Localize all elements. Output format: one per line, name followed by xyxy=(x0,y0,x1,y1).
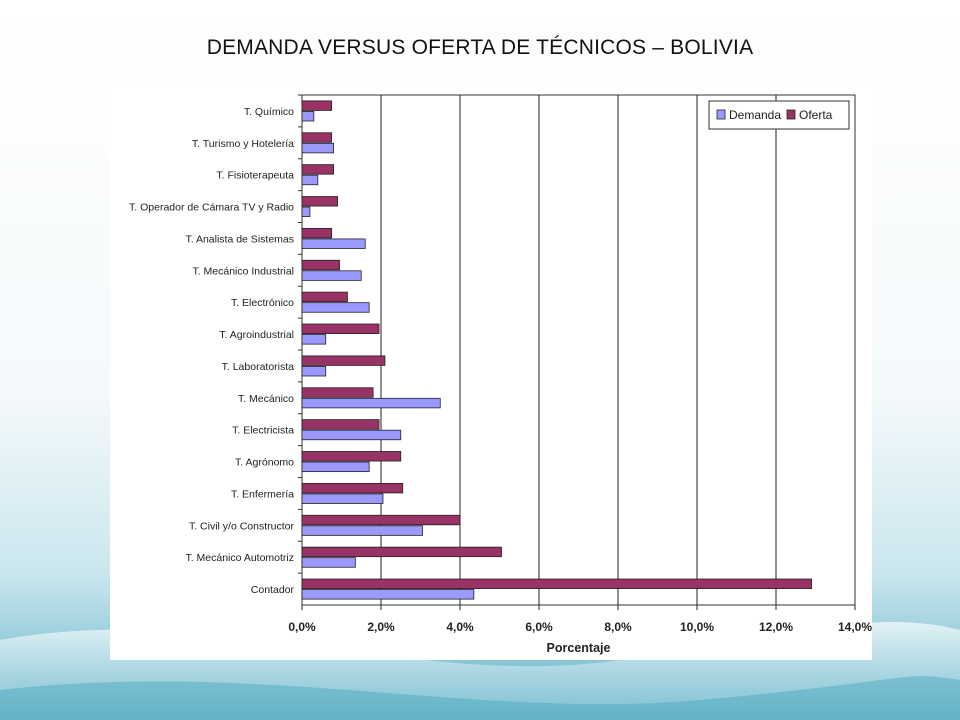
bar-oferta xyxy=(301,419,380,430)
category-label: T. Mecánico Automotriz xyxy=(185,552,294,564)
bar-demanda xyxy=(301,302,370,313)
bar-demanda xyxy=(301,525,423,536)
bar-oferta xyxy=(301,578,812,589)
bar-demanda xyxy=(301,238,366,249)
legend-swatch-oferta xyxy=(786,109,796,120)
bar-oferta xyxy=(301,387,374,398)
bar-demanda xyxy=(301,461,370,473)
legend xyxy=(708,100,850,130)
x-axis-title: Porcentaje xyxy=(547,641,611,655)
x-tick-label: 2,0% xyxy=(367,620,395,634)
bar-demanda xyxy=(301,557,356,568)
bar-demanda xyxy=(301,429,402,441)
bar-demanda xyxy=(301,366,327,377)
category-label: T. Enfermería xyxy=(231,488,294,500)
category-label: T. Electricista xyxy=(232,425,294,437)
bar-demanda xyxy=(301,206,311,218)
category-label: T. Agroindustrial xyxy=(219,329,294,341)
bar-oferta xyxy=(301,291,348,303)
bar-oferta xyxy=(301,227,333,239)
chart-panel: 0,0% 2,0% 4,0% 6,0% 8,0% 10,0% 12,0% 14,0% T. Qu… xyxy=(110,81,872,660)
x-tick-label: 14,0% xyxy=(838,620,872,634)
legend-label-demanda: Demanda xyxy=(729,108,781,122)
bar-demanda xyxy=(301,174,319,186)
category-label: T. Mecánico Industrial xyxy=(192,265,294,277)
bar-oferta xyxy=(301,259,340,271)
bar-oferta xyxy=(301,132,333,143)
bar-oferta xyxy=(301,482,404,494)
legend-swatch-demanda xyxy=(716,109,726,120)
bar-chart: 0,0% 2,0% 4,0% 6,0% 8,0% 10,0% 12,0% 14,0% T. Qu… xyxy=(129,94,872,655)
category-label: T. Químico xyxy=(244,106,294,118)
bar-oferta xyxy=(301,451,402,462)
category-label: T. Civil y/o Constructor xyxy=(189,520,295,532)
bar-oferta xyxy=(301,164,335,175)
bar-demanda xyxy=(301,270,362,281)
legend-label-oferta: Oferta xyxy=(799,108,833,122)
bar-demanda xyxy=(301,111,315,122)
category-label: Contador xyxy=(251,584,295,596)
bar-demanda xyxy=(301,334,327,345)
slide-title: DEMANDA VERSUS OFERTA DE TÉCNICOS – BOLI… xyxy=(206,36,754,59)
bar-oferta xyxy=(301,323,380,334)
bar-oferta xyxy=(301,100,333,111)
bar-oferta xyxy=(301,546,502,558)
category-label: T. Mecánico xyxy=(238,393,294,405)
x-tick-label: 6,0% xyxy=(525,620,553,634)
category-label: T. Analista de Sistemas xyxy=(185,233,294,245)
x-tick-label: 0,0% xyxy=(288,620,316,634)
x-tick-label: 10,0% xyxy=(680,620,714,634)
bar-oferta xyxy=(301,196,338,207)
category-label: T. Operador de Cámara TV y Radio xyxy=(129,202,294,214)
x-tick-label: 12,0% xyxy=(759,620,793,634)
category-label: T. Turismo y Hotelería xyxy=(192,138,294,150)
bar-demanda xyxy=(301,397,441,409)
x-tick-label: 4,0% xyxy=(446,620,474,634)
bar-demanda xyxy=(301,589,475,600)
category-label: T. Fisioterapeuta xyxy=(216,170,294,182)
x-tick-label: 8,0% xyxy=(604,620,632,634)
category-label: T. Electrónico xyxy=(231,297,294,309)
bar-oferta xyxy=(301,355,386,366)
bar-oferta xyxy=(301,514,461,526)
bar-demanda xyxy=(301,493,384,504)
category-label: T. Laboratorista xyxy=(222,361,295,373)
bar-demanda xyxy=(301,142,335,154)
category-label: T. Agrónomo xyxy=(235,457,294,469)
